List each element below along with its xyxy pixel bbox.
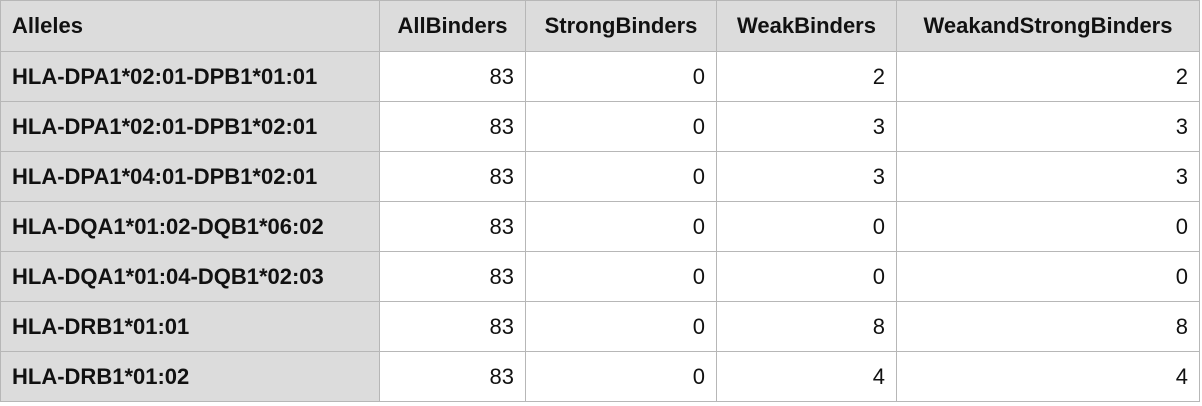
all-binders-cell[interactable]: 83	[379, 251, 526, 302]
weak-and-strong-binders-cell[interactable]: 3	[896, 151, 1200, 202]
weak-and-strong-binders-cell[interactable]: 2	[896, 51, 1200, 102]
weak-binders-cell[interactable]: 3	[716, 101, 897, 152]
column-header-weak-binders[interactable]: WeakBinders	[716, 0, 897, 52]
weak-and-strong-binders-cell[interactable]: 4	[896, 351, 1200, 402]
strong-binders-cell[interactable]: 0	[525, 101, 717, 152]
all-binders-cell[interactable]: 83	[379, 51, 526, 102]
allele-cell[interactable]: HLA-DQA1*01:04-DQB1*02:03	[0, 251, 380, 302]
header-row: Alleles AllBinders StrongBinders WeakBin…	[0, 0, 1200, 52]
weak-and-strong-binders-cell[interactable]: 3	[896, 101, 1200, 152]
weak-binders-cell[interactable]: 4	[716, 351, 897, 402]
column-header-weak-and-strong-binders[interactable]: WeakandStrongBinders	[896, 0, 1200, 52]
allele-cell[interactable]: HLA-DRB1*01:02	[0, 351, 380, 402]
all-binders-cell[interactable]: 83	[379, 151, 526, 202]
strong-binders-cell[interactable]: 0	[525, 201, 717, 252]
strong-binders-cell[interactable]: 0	[525, 51, 717, 102]
table-row: HLA-DQA1*01:02-DQB1*06:02 83 0 0 0	[0, 201, 1200, 252]
allele-cell[interactable]: HLA-DPA1*04:01-DPB1*02:01	[0, 151, 380, 202]
strong-binders-cell[interactable]: 0	[525, 251, 717, 302]
all-binders-cell[interactable]: 83	[379, 101, 526, 152]
table-row: HLA-DRB1*01:02 83 0 4 4	[0, 351, 1200, 402]
weak-and-strong-binders-cell[interactable]: 0	[896, 251, 1200, 302]
weak-and-strong-binders-cell[interactable]: 8	[896, 301, 1200, 352]
weak-binders-cell[interactable]: 2	[716, 51, 897, 102]
column-header-alleles[interactable]: Alleles	[0, 0, 380, 52]
table-row: HLA-DPA1*02:01-DPB1*02:01 83 0 3 3	[0, 101, 1200, 152]
column-header-strong-binders[interactable]: StrongBinders	[525, 0, 717, 52]
all-binders-cell[interactable]: 83	[379, 351, 526, 402]
table-row: HLA-DPA1*02:01-DPB1*01:01 83 0 2 2	[0, 51, 1200, 102]
weak-binders-cell[interactable]: 8	[716, 301, 897, 352]
table-row: HLA-DRB1*01:01 83 0 8 8	[0, 301, 1200, 352]
strong-binders-cell[interactable]: 0	[525, 151, 717, 202]
strong-binders-cell[interactable]: 0	[525, 301, 717, 352]
table-row: HLA-DPA1*04:01-DPB1*02:01 83 0 3 3	[0, 151, 1200, 202]
all-binders-cell[interactable]: 83	[379, 201, 526, 252]
weak-binders-cell[interactable]: 3	[716, 151, 897, 202]
weak-binders-cell[interactable]: 0	[716, 201, 897, 252]
weak-binders-cell[interactable]: 0	[716, 251, 897, 302]
allele-cell[interactable]: HLA-DPA1*02:01-DPB1*01:01	[0, 51, 380, 102]
all-binders-cell[interactable]: 83	[379, 301, 526, 352]
weak-and-strong-binders-cell[interactable]: 0	[896, 201, 1200, 252]
strong-binders-cell[interactable]: 0	[525, 351, 717, 402]
allele-cell[interactable]: HLA-DPA1*02:01-DPB1*02:01	[0, 101, 380, 152]
column-header-all-binders[interactable]: AllBinders	[379, 0, 526, 52]
allele-cell[interactable]: HLA-DRB1*01:01	[0, 301, 380, 352]
allele-cell[interactable]: HLA-DQA1*01:02-DQB1*06:02	[0, 201, 380, 252]
table-row: HLA-DQA1*01:04-DQB1*02:03 83 0 0 0	[0, 251, 1200, 302]
